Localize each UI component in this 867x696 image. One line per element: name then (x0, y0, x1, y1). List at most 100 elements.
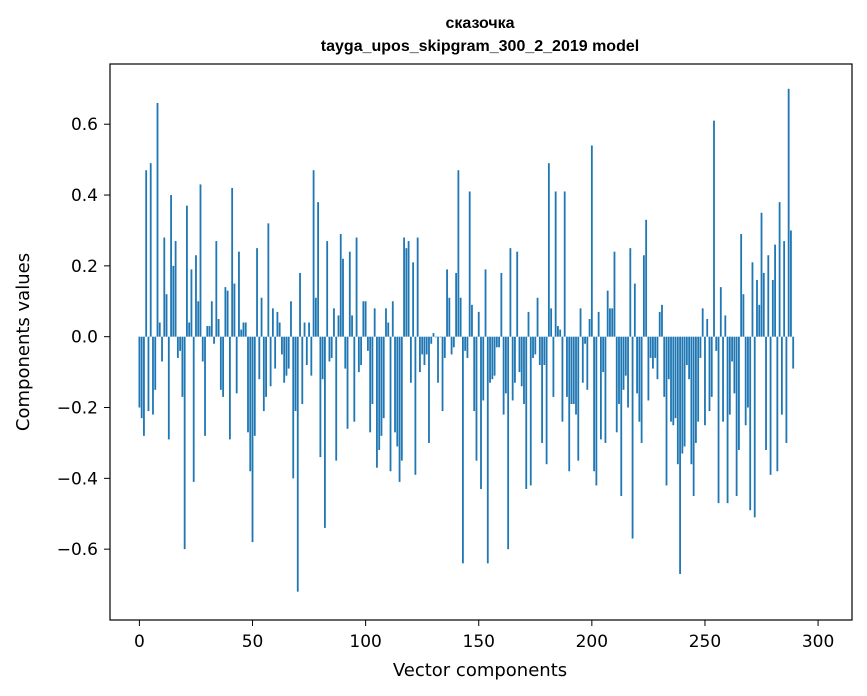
bar-218 (631, 336, 634, 539)
bar-217 (629, 248, 632, 337)
bar-109 (385, 308, 387, 337)
bar-199 (588, 318, 591, 337)
bar-182 (550, 308, 553, 337)
bar-215 (624, 336, 627, 376)
bar-26 (197, 301, 200, 337)
bar-248 (699, 336, 702, 358)
bar-205 (602, 336, 605, 373)
bar-47 (244, 322, 247, 337)
bar-130 (432, 333, 435, 337)
bar-113 (394, 336, 396, 433)
bar-160 (500, 272, 503, 337)
bar-281 (774, 244, 776, 337)
bar-216 (627, 336, 629, 408)
bar-71 (299, 272, 301, 337)
bar-16 (174, 241, 177, 337)
bar-177 (538, 336, 541, 366)
bar-5 (149, 163, 152, 337)
bar-198 (586, 336, 589, 390)
bar-96 (355, 237, 358, 337)
bar-143 (462, 336, 464, 564)
bar-125 (421, 336, 424, 355)
bar-226 (649, 336, 652, 358)
bar-117 (403, 237, 405, 337)
bar-102 (369, 336, 372, 433)
bar-65 (285, 336, 288, 376)
bar-243 (688, 336, 691, 380)
bar-241 (683, 336, 686, 447)
bar-58 (269, 336, 272, 387)
bar-95 (353, 336, 356, 422)
bar-27 (199, 184, 202, 337)
bar-39 (226, 290, 229, 337)
bar-115 (398, 336, 401, 482)
bar-100 (364, 301, 367, 337)
bar-208 (609, 308, 611, 337)
bar-192 (572, 336, 575, 404)
bar-271 (751, 262, 754, 337)
bar-240 (681, 336, 684, 454)
bar-64 (283, 336, 286, 383)
bar-20 (183, 336, 186, 550)
y-tick-label: 0.2 (71, 257, 98, 277)
bar-144 (464, 336, 467, 351)
bar-138 (450, 336, 453, 355)
bar-25 (195, 255, 197, 337)
bar-173 (529, 336, 532, 486)
bar-79 (317, 202, 320, 337)
bar-139 (452, 336, 455, 348)
bar-162 (504, 336, 507, 394)
bar-45 (240, 329, 243, 337)
bar-239 (679, 336, 681, 574)
bar-222 (640, 336, 643, 443)
bar-171 (525, 336, 528, 489)
bar-126 (423, 336, 426, 366)
plot-frame (109, 63, 853, 621)
bar-158 (495, 336, 498, 348)
bar-204 (599, 336, 602, 440)
bar-201 (593, 336, 596, 472)
bar-253 (710, 336, 713, 397)
bar-213 (620, 336, 623, 497)
bar-84 (328, 336, 331, 362)
bar-107 (380, 336, 383, 436)
bar-111 (389, 336, 392, 472)
bar-250 (704, 336, 706, 426)
bar-221 (638, 336, 641, 422)
bar-191 (570, 336, 573, 404)
bar-66 (287, 336, 290, 369)
bar-series (138, 88, 795, 592)
bar-209 (611, 308, 614, 337)
bar-153 (484, 269, 487, 337)
bar-181 (547, 163, 550, 337)
y-axis-ticks: −0.6 −0.4 −0.2 0.0 0.2 0.4 0.6 (57, 115, 110, 560)
bar-37 (222, 336, 225, 397)
bar-268 (744, 336, 747, 426)
bar-124 (419, 336, 421, 373)
bar-203 (597, 311, 600, 337)
bar-245 (692, 336, 695, 497)
bar-36 (219, 336, 222, 390)
bar-51 (253, 336, 256, 436)
bar-155 (489, 336, 491, 383)
x-tick-label: 100 (349, 632, 381, 652)
bar-72 (301, 336, 304, 404)
bar-103 (371, 336, 374, 404)
bar-185 (557, 326, 559, 337)
bar-170 (523, 336, 525, 404)
bar-12 (165, 294, 168, 337)
bar-129 (430, 336, 433, 344)
bar-220 (636, 336, 638, 394)
bar-68 (292, 336, 295, 479)
bar-55 (262, 336, 265, 412)
bar-167 (516, 251, 519, 337)
bar-101 (366, 336, 369, 351)
bar-219 (633, 283, 636, 337)
bar-90 (342, 258, 344, 337)
bar-7 (154, 336, 157, 390)
bar-193 (575, 336, 577, 415)
bar-179 (543, 336, 546, 366)
bar-194 (577, 336, 580, 461)
bar-212 (618, 336, 620, 404)
bar-13 (167, 336, 170, 440)
